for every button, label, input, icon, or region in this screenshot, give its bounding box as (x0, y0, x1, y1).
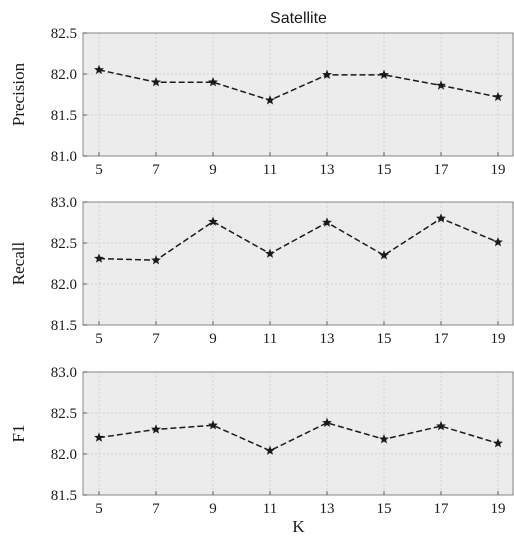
data-point-star (94, 432, 104, 442)
data-point-star (436, 420, 446, 431)
x-tick-label: 5 (95, 162, 103, 178)
y-tick-label: 81.0 (51, 149, 77, 165)
x-tick-label: 5 (95, 331, 103, 347)
data-point-star (436, 213, 446, 223)
x-tick-label: 9 (209, 331, 217, 347)
x-tick-label: 5 (95, 501, 103, 517)
chart-title: Satellite (270, 10, 327, 27)
data-point-star (322, 69, 332, 80)
data-point-star (265, 248, 275, 258)
data-point-star (208, 420, 218, 430)
x-tick-label: 17 (434, 501, 450, 517)
x-tick-label: 19 (491, 501, 506, 517)
data-point-star (265, 445, 275, 455)
y-tick-label: 81.5 (51, 108, 77, 124)
y-axis-label: F1 (9, 425, 28, 443)
data-point-star (94, 64, 104, 75)
plot-area (83, 33, 514, 156)
x-tick-label: 13 (320, 331, 335, 347)
plot-area (83, 372, 514, 495)
x-tick-label: 7 (152, 162, 160, 178)
data-point-star (151, 255, 161, 265)
x-tick-label: 15 (377, 501, 392, 517)
plot-frame (82, 32, 514, 157)
y-tick-label: 81.5 (51, 488, 77, 504)
data-point-star (94, 253, 104, 263)
data-point-star (208, 216, 218, 226)
data-point-star (493, 438, 503, 448)
x-tick-label: 17 (434, 331, 450, 347)
data-point-star (151, 77, 161, 87)
data-point-star (322, 417, 332, 428)
x-tick-label: 15 (377, 331, 392, 347)
panel-recall: 81.5 82.0 82.5 83.0 5 7 9 11 13 15 17 19 Recall (9, 195, 514, 347)
series-line (98, 422, 499, 452)
y-tick-label: 82.0 (51, 67, 77, 83)
data-point-star (436, 80, 446, 90)
panel-f1: 81.5 82.0 82.5 83.0 5 7 9 11 13 15 17 19 F1 K (9, 365, 514, 536)
panel-precision: 81.0 81.5 82.0 82.5 5 7 9 11 13 15 17 19 Precision Sa… (9, 10, 514, 178)
y-tick-label: 82.5 (51, 236, 77, 252)
x-tick-label: 11 (263, 331, 277, 347)
y-tick-label: 82.0 (51, 447, 77, 463)
plot-frame (82, 371, 514, 496)
plot-area (83, 202, 514, 325)
data-point-star (379, 250, 389, 260)
x-tick-label: 15 (377, 162, 392, 178)
x-tick-label: 11 (263, 501, 277, 517)
plot-frame (82, 201, 514, 326)
y-axis-label: Recall (9, 242, 28, 286)
y-tick-label: 83.0 (51, 195, 77, 211)
series-line (98, 69, 499, 102)
data-point-star (265, 95, 275, 105)
x-tick-label: 19 (491, 162, 506, 178)
y-tick-label: 82.5 (51, 26, 77, 42)
x-tick-label: 11 (263, 162, 277, 178)
data-point-star (322, 217, 332, 227)
x-tick-label: 9 (209, 501, 217, 517)
x-tick-label: 9 (209, 162, 217, 178)
x-tick-label: 13 (320, 501, 335, 517)
x-axis-label: K (292, 517, 305, 536)
x-tick-label: 7 (152, 331, 160, 347)
data-point-star (208, 77, 218, 87)
data-point-star (493, 91, 503, 102)
data-point-star (493, 236, 503, 247)
y-tick-label: 83.0 (51, 365, 77, 381)
data-point-star (379, 434, 389, 444)
y-tick-label: 81.5 (51, 318, 77, 334)
chart-panels: 81.0 81.5 82.0 82.5 5 7 9 11 13 15 17 19 Precision Sa… (9, 10, 514, 536)
y-tick-label: 82.5 (51, 406, 77, 422)
y-axis-label: Precision (9, 62, 28, 126)
x-tick-label: 17 (434, 162, 450, 178)
data-point-star (379, 69, 389, 80)
data-point-star (151, 424, 161, 434)
x-tick-label: 13 (320, 162, 335, 178)
series-line (98, 217, 499, 261)
x-tick-label: 7 (152, 501, 160, 517)
y-tick-label: 82.0 (51, 277, 77, 293)
x-tick-label: 19 (491, 331, 506, 347)
